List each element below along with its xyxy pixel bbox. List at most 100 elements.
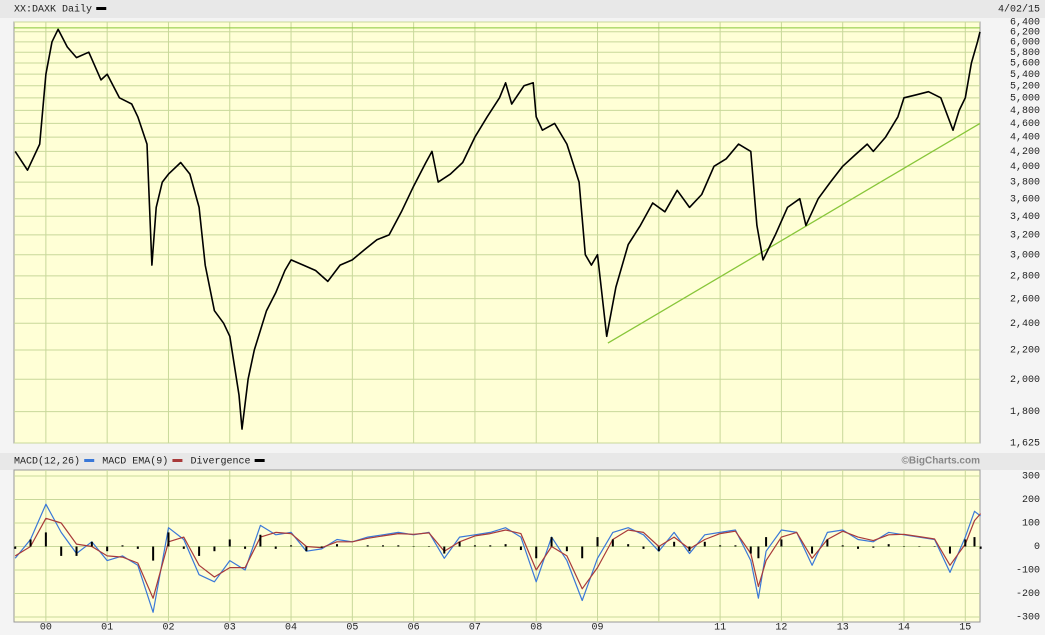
legend-swatch bbox=[96, 7, 107, 10]
divergence-bar bbox=[290, 545, 293, 547]
divergence-bar bbox=[734, 545, 737, 547]
y-tick-label: 4,600 bbox=[1010, 119, 1040, 130]
x-tick-label: 12 bbox=[775, 623, 787, 634]
divergence-bar bbox=[182, 546, 185, 549]
x-tick-label: 05 bbox=[346, 623, 358, 634]
divergence-bar bbox=[397, 545, 400, 547]
divergence-bar bbox=[757, 546, 760, 559]
divergence-bar bbox=[673, 541, 676, 547]
divergence-bar bbox=[458, 541, 461, 547]
x-tick-label: 00 bbox=[40, 623, 52, 634]
y-tick-label: 6,000 bbox=[1010, 37, 1040, 48]
x-tick-label: 11 bbox=[714, 623, 726, 634]
divergence-bar bbox=[749, 546, 752, 554]
divergence-bar bbox=[213, 546, 216, 552]
y-tick-label: -100 bbox=[1016, 566, 1040, 577]
series-line bbox=[14, 513, 982, 599]
series-line bbox=[14, 28, 981, 430]
header-band bbox=[0, 453, 1045, 470]
divergence-bar bbox=[688, 546, 691, 552]
x-tick-label: 15 bbox=[959, 623, 971, 634]
y-tick-label: 4,800 bbox=[1010, 106, 1040, 117]
y-tick-label: 3,400 bbox=[1010, 212, 1040, 223]
divergence-bar bbox=[596, 537, 599, 547]
divergence-bar bbox=[611, 539, 614, 547]
divergence-bar bbox=[964, 539, 967, 547]
divergence-bar bbox=[811, 546, 814, 554]
divergence-bar bbox=[841, 545, 844, 547]
x-tick-label: 06 bbox=[408, 623, 420, 634]
date-label: 4/02/15 bbox=[998, 4, 1040, 16]
divergence-bar bbox=[75, 546, 78, 556]
divergence-bar bbox=[535, 546, 538, 559]
y-tick-label: 2,400 bbox=[1010, 319, 1040, 330]
divergence-bar bbox=[504, 544, 507, 547]
x-tick-label: 14 bbox=[898, 623, 910, 634]
divergence-bar bbox=[44, 532, 47, 547]
divergence-bar bbox=[198, 546, 201, 556]
divergence-bar bbox=[274, 546, 277, 549]
divergence-bar bbox=[366, 545, 369, 547]
y-tick-label: 5,200 bbox=[1010, 81, 1040, 92]
divergence-bar bbox=[320, 546, 323, 548]
divergence-bar bbox=[719, 545, 722, 547]
divergence-bar bbox=[443, 546, 446, 554]
divergence-bar bbox=[121, 545, 124, 547]
legend-swatch bbox=[172, 459, 183, 462]
divergence-bar bbox=[979, 546, 982, 549]
divergence-bar bbox=[948, 546, 951, 554]
x-tick-label: 02 bbox=[162, 623, 174, 634]
x-tick-label: 08 bbox=[530, 623, 542, 634]
y-tick-label: 3,000 bbox=[1010, 250, 1040, 261]
x-tick-label: 03 bbox=[224, 623, 236, 634]
legend-swatch bbox=[84, 459, 95, 462]
y-tick-label: 1,800 bbox=[1010, 407, 1040, 418]
divergence-bar bbox=[381, 545, 384, 547]
divergence-bar bbox=[473, 545, 476, 547]
divergence-bar bbox=[565, 546, 568, 552]
y-tick-label: 3,800 bbox=[1010, 178, 1040, 189]
header-band bbox=[0, 0, 1045, 18]
divergence-bar bbox=[167, 532, 170, 547]
divergence-bar bbox=[627, 544, 630, 547]
divergence-bar bbox=[887, 544, 890, 547]
y-tick-label: 4,000 bbox=[1010, 162, 1040, 173]
y-tick-label: 5,000 bbox=[1010, 93, 1040, 104]
price-legend: XX:DAXK Daily bbox=[14, 4, 92, 16]
divergence-bar bbox=[657, 546, 660, 552]
y-tick-label: 200 bbox=[1022, 495, 1040, 506]
y-tick-label: 2,000 bbox=[1010, 375, 1040, 386]
divergence-bar bbox=[152, 546, 155, 561]
divergence-bar bbox=[642, 546, 645, 549]
legend-label: MACD(12,26) bbox=[14, 456, 80, 468]
divergence-bar bbox=[14, 546, 17, 549]
legend-label: Divergence bbox=[190, 456, 250, 468]
divergence-bar bbox=[703, 541, 706, 547]
source: ©BigCharts.com bbox=[902, 456, 981, 467]
y-tick-label: 5,600 bbox=[1010, 59, 1040, 70]
divergence-bar bbox=[106, 546, 109, 552]
divergence-bar bbox=[872, 546, 875, 548]
divergence-bar bbox=[826, 539, 829, 547]
y-tick-label: 1,625 bbox=[1010, 439, 1040, 450]
x-tick-label: 13 bbox=[837, 623, 849, 634]
divergence-bar bbox=[780, 539, 783, 547]
y-tick-label: 5,400 bbox=[1010, 70, 1040, 81]
divergence-bar bbox=[259, 534, 262, 547]
y-tick-label: 5,800 bbox=[1010, 48, 1040, 59]
divergence-bar bbox=[550, 537, 553, 547]
y-tick-label: 0 bbox=[1034, 542, 1040, 553]
divergence-bar bbox=[857, 546, 860, 549]
y-tick-label: 3,600 bbox=[1010, 194, 1040, 205]
y-tick-label: 2,800 bbox=[1010, 272, 1040, 283]
divergence-bar bbox=[136, 546, 139, 549]
grid bbox=[14, 21, 980, 622]
y-tick-label: 6,400 bbox=[1010, 18, 1040, 29]
x-tick-label: 09 bbox=[592, 623, 604, 634]
divergence-bar bbox=[336, 544, 339, 547]
trend-line bbox=[607, 122, 981, 344]
divergence-bar bbox=[305, 546, 308, 552]
y-tick-label: 6,200 bbox=[1010, 27, 1040, 38]
y-tick-label: 4,400 bbox=[1010, 133, 1040, 144]
